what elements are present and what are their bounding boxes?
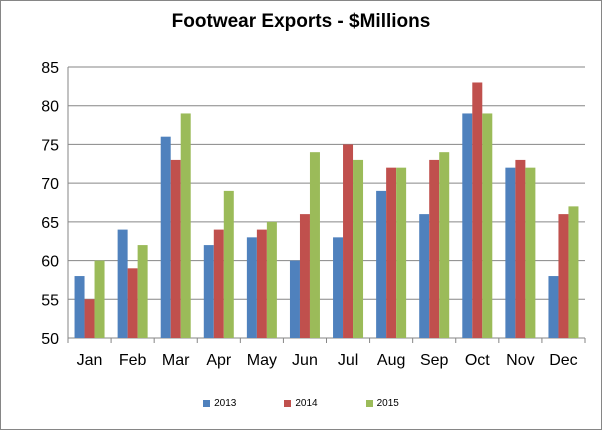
bar-2014-nov — [515, 159, 526, 338]
bar-2013-jul — [333, 237, 344, 338]
bar-2013-mar — [160, 136, 171, 338]
bar-2014-aug — [386, 167, 397, 338]
bar-2015-apr — [223, 190, 234, 338]
x-tick-label: Nov — [506, 352, 534, 369]
bar-2013-sep — [419, 214, 430, 338]
bar-2014-apr — [213, 229, 224, 338]
bar-2014-oct — [472, 82, 483, 338]
bar-2014-jun — [299, 214, 310, 338]
x-tick-label: Oct — [465, 352, 490, 369]
bar-2014-dec — [558, 214, 569, 338]
bar-2015-sep — [439, 152, 450, 338]
bar-2014-sep — [429, 159, 440, 338]
bar-2014-mar — [170, 159, 181, 338]
x-tick-label: Dec — [549, 352, 577, 369]
bar-2015-jan — [94, 260, 105, 338]
x-tick-label: Apr — [206, 352, 232, 369]
bar-2015-mar — [180, 113, 191, 338]
x-tick-label: Mar — [162, 352, 190, 369]
bar-2013-jan — [74, 276, 85, 338]
bar-2013-oct — [462, 113, 473, 338]
bar-2013-feb — [117, 229, 128, 338]
x-tick-label: May — [247, 352, 277, 369]
y-tick-label: 55 — [41, 292, 59, 309]
bar-2014-jul — [343, 144, 354, 338]
y-tick-label: 70 — [41, 176, 59, 193]
bar-2015-aug — [396, 167, 407, 338]
bar-2015-dec — [568, 206, 579, 338]
bar-2015-may — [266, 221, 277, 338]
bar-2015-jul — [353, 159, 364, 338]
bar-2013-may — [246, 237, 257, 338]
y-tick-label: 85 — [41, 60, 59, 77]
x-tick-label: Sep — [420, 352, 449, 369]
legend-item-2013: 2013 — [203, 398, 236, 409]
x-tick-label: Feb — [119, 352, 147, 369]
bar-2015-nov — [525, 167, 536, 338]
legend-swatch-2014 — [284, 400, 292, 407]
x-tick-label: Jun — [292, 352, 318, 369]
legend: 2013 2014 2015 — [1, 398, 601, 409]
bar-2013-aug — [376, 190, 387, 338]
chart-title: Footwear Exports - $Millions — [171, 11, 431, 32]
legend-label-2013: 2013 — [214, 398, 237, 409]
bar-2014-may — [256, 229, 267, 338]
bar-2014-feb — [127, 268, 138, 338]
legend-label-2015: 2015 — [376, 398, 399, 409]
legend-item-2014: 2014 — [284, 398, 318, 409]
bar-2015-jun — [309, 152, 320, 338]
bar-2013-nov — [505, 167, 516, 338]
x-tick-label: Jul — [338, 352, 358, 369]
x-tick-label: Jan — [77, 352, 103, 369]
bar-2015-feb — [137, 245, 148, 338]
bar-2013-dec — [548, 276, 559, 338]
bar-2013-jun — [289, 260, 300, 338]
y-tick-label: 60 — [41, 254, 59, 271]
bar-2014-jan — [84, 299, 95, 338]
y-tick-label: 75 — [41, 137, 59, 154]
x-tick-label: Aug — [377, 352, 405, 369]
legend-swatch-2013 — [203, 400, 211, 407]
legend-item-2015: 2015 — [365, 398, 399, 409]
y-tick-label: 65 — [41, 215, 59, 232]
legend-swatch-2015 — [365, 400, 373, 407]
bar-2015-oct — [482, 113, 493, 338]
y-tick-label: 50 — [41, 331, 59, 348]
y-tick-label: 80 — [41, 99, 59, 116]
legend-label-2014: 2014 — [295, 398, 318, 409]
bar-2013-apr — [203, 245, 214, 338]
